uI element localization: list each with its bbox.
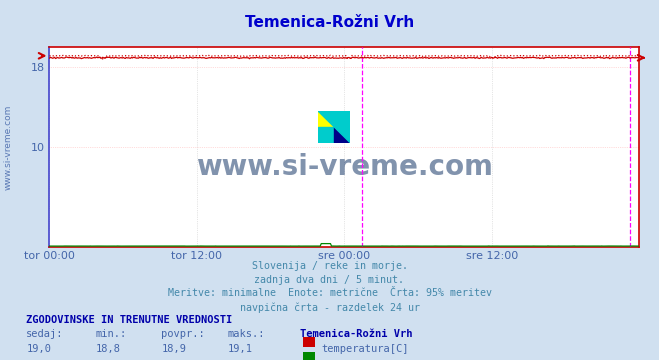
Text: 18,8: 18,8 xyxy=(96,345,121,355)
Bar xyxy=(334,127,350,143)
Text: zadnja dva dni / 5 minut.: zadnja dva dni / 5 minut. xyxy=(254,275,405,285)
Bar xyxy=(318,127,334,143)
Text: www.si-vreme.com: www.si-vreme.com xyxy=(196,153,493,181)
Text: 18,9: 18,9 xyxy=(161,345,186,355)
Text: sedaj:: sedaj: xyxy=(26,329,64,339)
Text: 19,1: 19,1 xyxy=(227,345,252,355)
Text: navpična črta - razdelek 24 ur: navpična črta - razdelek 24 ur xyxy=(239,302,420,312)
Text: povpr.:: povpr.: xyxy=(161,329,205,339)
Text: temperatura[C]: temperatura[C] xyxy=(321,345,409,355)
Text: www.si-vreme.com: www.si-vreme.com xyxy=(3,105,13,190)
Text: ZGODOVINSKE IN TRENUTNE VREDNOSTI: ZGODOVINSKE IN TRENUTNE VREDNOSTI xyxy=(26,315,233,325)
Polygon shape xyxy=(318,111,350,143)
Text: maks.:: maks.: xyxy=(227,329,265,339)
Text: Slovenija / reke in morje.: Slovenija / reke in morje. xyxy=(252,261,407,271)
Text: Temenica-Rožni Vrh: Temenica-Rožni Vrh xyxy=(300,329,413,339)
Text: 19,0: 19,0 xyxy=(26,345,51,355)
Bar xyxy=(318,111,334,127)
Text: Temenica-Rožni Vrh: Temenica-Rožni Vrh xyxy=(245,15,414,30)
Text: min.:: min.: xyxy=(96,329,127,339)
Text: Meritve: minimalne  Enote: metrične  Črta: 95% meritev: Meritve: minimalne Enote: metrične Črta:… xyxy=(167,288,492,298)
